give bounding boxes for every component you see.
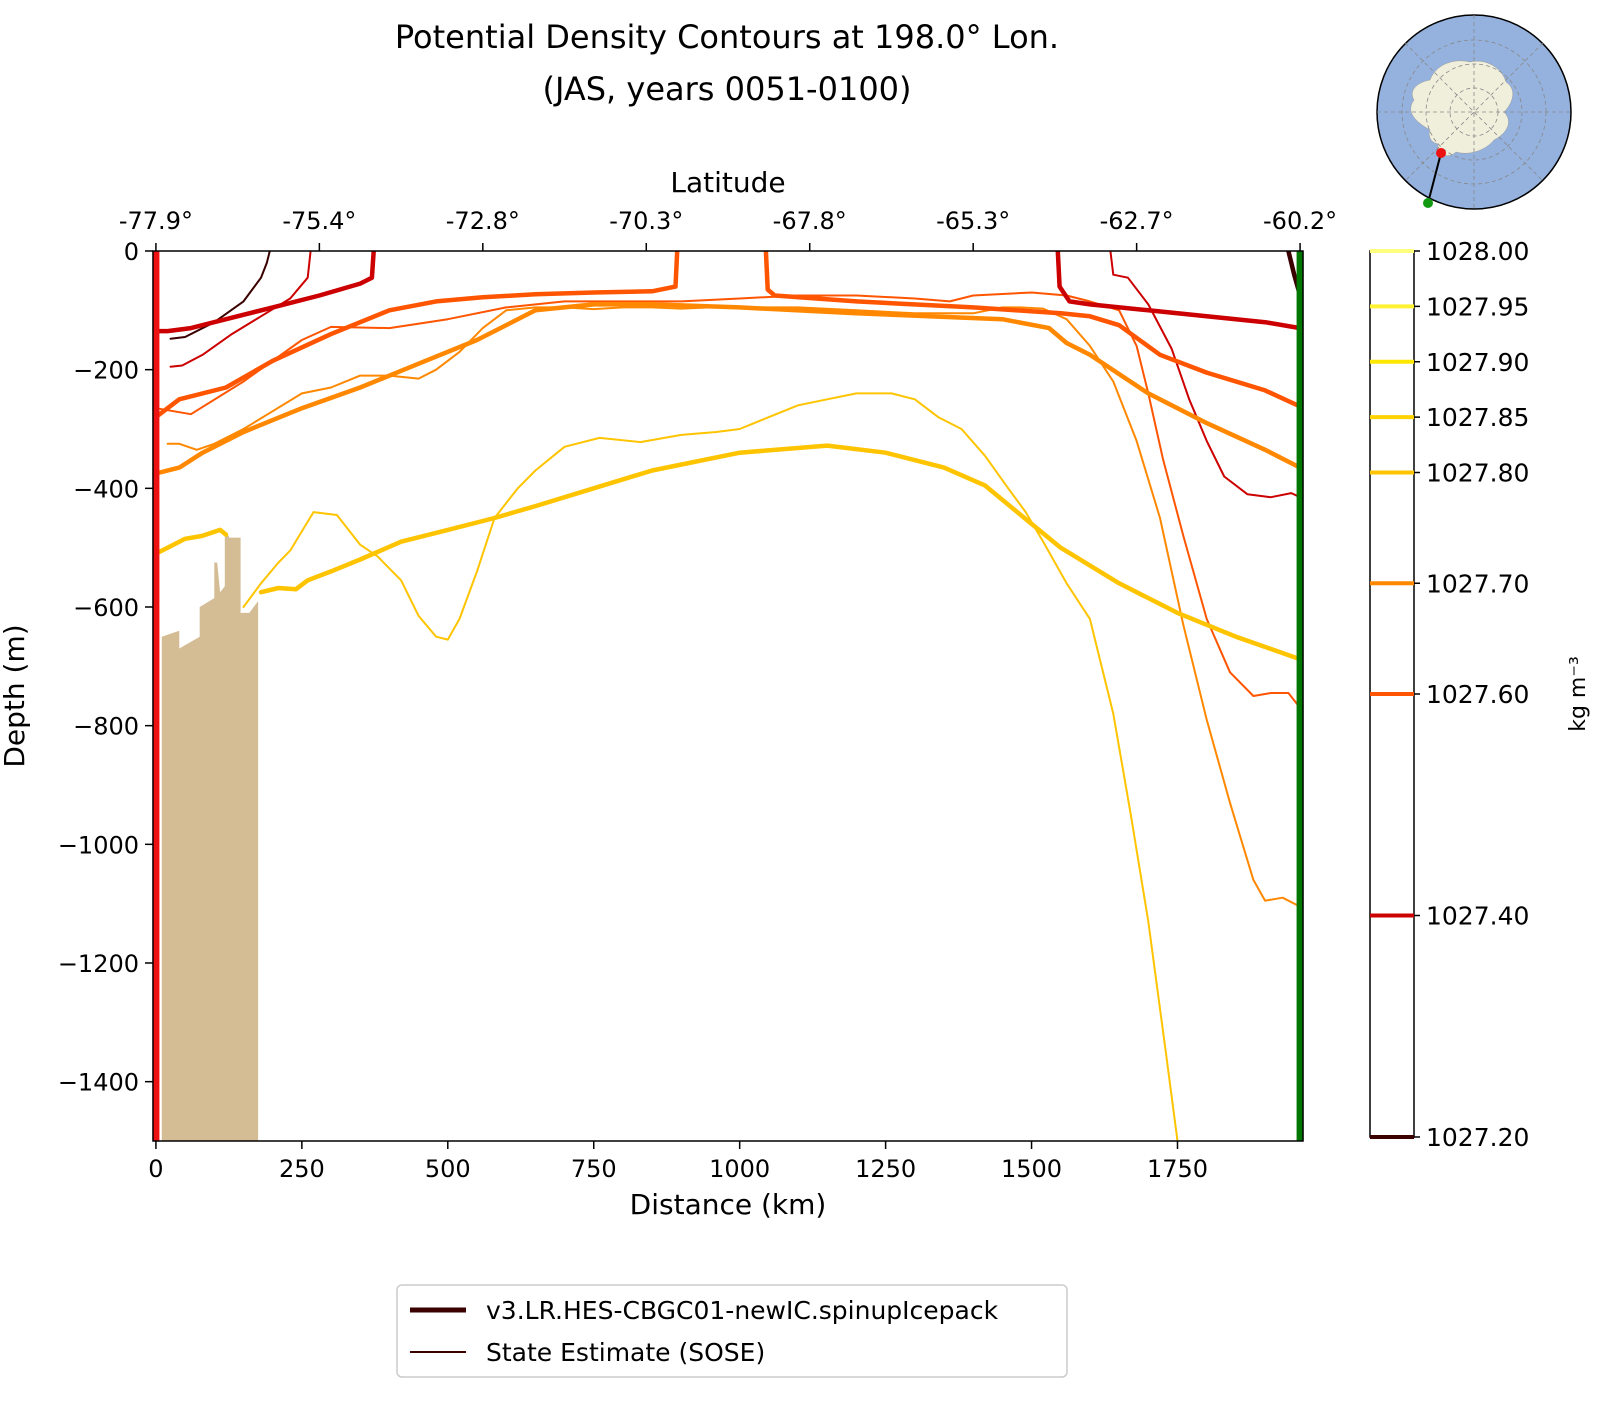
x-tick-label: 1500	[1001, 1155, 1062, 1183]
transect-end-markers	[152, 251, 1304, 1141]
x-tick-label: 500	[425, 1155, 471, 1183]
y-tick-label: −200	[73, 357, 139, 385]
sose-contour-1027-4	[169, 251, 312, 368]
model-contour-1027-6	[153, 251, 680, 420]
legend: v3.LR.HES-CBGC01-newIC.spinupIcepack Sta…	[396, 1284, 1068, 1378]
colorbar-tick-label: 1027.40	[1426, 902, 1529, 931]
y-tick-label: −800	[73, 713, 139, 741]
model-contour-1027-7	[153, 302, 1303, 476]
top-tick-label: -67.8°	[773, 207, 847, 235]
legend-label-sose: State Estimate (SOSE)	[486, 1338, 765, 1367]
bathymetry-layer	[155, 535, 259, 1141]
inset-map	[1376, 14, 1572, 210]
y-tick-label: 0	[124, 238, 139, 266]
chart-title-line1: Potential Density Contours at 198.0° Lon…	[395, 18, 1059, 56]
sose-contour-1027-6	[154, 291, 1302, 709]
colorbar-tick-label: 1027.60	[1426, 680, 1529, 709]
top-tick-label: -70.3°	[609, 207, 683, 235]
colorbar-tick-label: 1027.80	[1426, 459, 1529, 488]
x-tick-label: 1250	[855, 1155, 916, 1183]
x-tick-label: 750	[571, 1155, 617, 1183]
x-tick-label: 1000	[709, 1155, 770, 1183]
model-contour-1027-4	[1055, 251, 1303, 331]
model-contour-1027-4	[153, 251, 376, 334]
colorbar-label: kg m⁻³	[1566, 656, 1591, 732]
inset-graticule	[1377, 15, 1571, 209]
x-axis-ticks: 0 250 500 750 1000 1250 1500 1750	[148, 1141, 1208, 1183]
x-axis-label: Distance (km)	[630, 1188, 827, 1221]
colorbar: 1027.20 1027.40 1027.60 1027.70 1027.80 1027.…	[1369, 237, 1529, 1152]
top-tick-label: -65.3°	[936, 207, 1010, 235]
legend-label-model: v3.LR.HES-CBGC01-newIC.spinupIcepack	[486, 1296, 999, 1325]
legend-box	[396, 1284, 1068, 1378]
top-tick-label: -60.2°	[1263, 207, 1337, 235]
inset-start-marker	[1436, 148, 1446, 158]
y-axis-label: Depth (m)	[0, 624, 31, 767]
top-tick-label: -77.9°	[119, 207, 193, 235]
colorbar-tick-label: 1027.95	[1426, 292, 1529, 321]
x-tick-label: 0	[148, 1155, 163, 1183]
colorbar-tick-label: 1028.00	[1426, 237, 1529, 266]
y-tick-label: −1400	[58, 1069, 139, 1097]
model-contour-1027-8	[258, 443, 1303, 662]
top-axis-ticks: -77.9° -75.4° -72.8° -70.3° -67.8° -65.3° -62.…	[119, 207, 1337, 251]
top-tick-label: -75.4°	[282, 207, 356, 235]
top-tick-label: -72.8°	[446, 207, 520, 235]
y-axis-ticks: 0 −200 −400 −600 −800 −1000 −1200 −1400	[58, 238, 153, 1097]
model-contour-1027-6	[763, 251, 1303, 409]
inset-end-marker	[1423, 198, 1433, 208]
top-tick-label: -62.7°	[1100, 207, 1174, 235]
model-contour-1027-8	[153, 527, 229, 556]
x-tick-label: 250	[279, 1155, 325, 1183]
y-tick-label: −1000	[58, 831, 139, 859]
y-tick-label: −1200	[58, 950, 139, 978]
colorbar-tick-label: 1027.70	[1426, 569, 1529, 598]
sose-contour-1027-2	[169, 251, 271, 340]
colorbar-tick-label: 1027.85	[1426, 403, 1529, 432]
y-tick-label: −600	[73, 594, 139, 622]
colorbar-tick-label: 1027.90	[1426, 348, 1529, 377]
colorbar-tick-label: 1027.20	[1426, 1123, 1529, 1152]
chart-title-line2: (JAS, years 0051-0100)	[542, 70, 911, 108]
top-axis-label: Latitude	[670, 166, 785, 199]
contour-lines	[153, 251, 1303, 1141]
sose-contour-1027-8	[242, 392, 1179, 1141]
plot-frame	[152, 250, 1304, 1142]
y-tick-label: −400	[73, 475, 139, 503]
bathymetry-fill	[155, 535, 259, 1141]
x-tick-label: 1750	[1147, 1155, 1208, 1183]
inset-transect-line	[1427, 152, 1442, 204]
